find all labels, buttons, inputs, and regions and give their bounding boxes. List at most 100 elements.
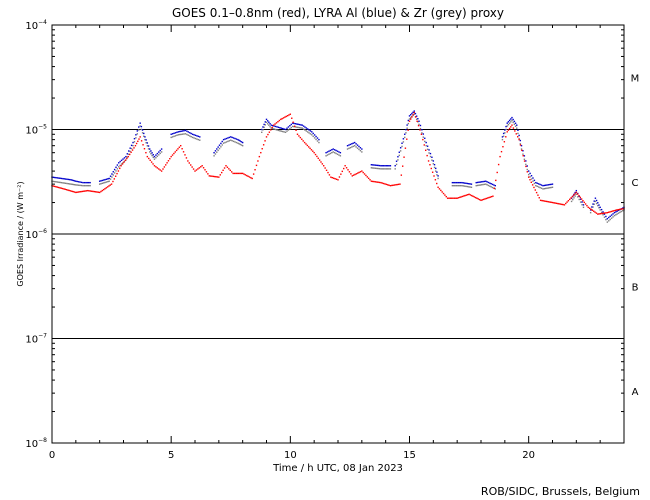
data-point <box>147 148 150 150</box>
data-point <box>506 125 508 127</box>
data-point <box>226 166 229 168</box>
data-point <box>535 184 537 187</box>
data-point <box>116 168 119 170</box>
data-point <box>602 214 604 216</box>
data-point <box>197 168 199 170</box>
data-point <box>537 186 540 188</box>
data-point <box>213 151 215 154</box>
data-point <box>269 126 271 128</box>
data-point <box>527 170 530 172</box>
data-point <box>239 143 241 146</box>
data-point <box>355 146 357 148</box>
data-point <box>518 138 520 141</box>
data-point <box>176 131 178 134</box>
data-point <box>132 144 134 147</box>
data-point <box>405 128 407 131</box>
data-point <box>511 119 513 122</box>
data-point <box>222 142 225 144</box>
data-point <box>266 120 269 122</box>
data-point <box>599 213 602 215</box>
data-point <box>359 147 362 149</box>
data-point <box>347 169 349 171</box>
data-point <box>128 150 130 152</box>
data-point <box>53 185 56 188</box>
data-point <box>346 144 349 147</box>
data-point <box>374 164 377 166</box>
data-point <box>445 195 447 198</box>
data-point <box>273 128 275 130</box>
data-point <box>365 174 367 177</box>
x-axis-label: Time / h UTC, 08 Jan 2023 <box>272 463 403 474</box>
data-point <box>408 120 411 122</box>
data-point <box>331 149 333 151</box>
data-point <box>478 184 480 186</box>
data-point <box>411 116 413 118</box>
data-point <box>544 184 547 186</box>
data-point <box>589 211 592 214</box>
y-tick-exponent: −7 <box>38 333 47 340</box>
data-point <box>274 123 276 125</box>
data-point <box>71 179 73 181</box>
data-point <box>373 180 375 183</box>
data-point <box>397 183 400 186</box>
data-point <box>408 118 411 120</box>
data-point <box>149 151 151 153</box>
data-point <box>208 175 210 177</box>
data-point <box>382 165 385 167</box>
data-point <box>504 132 506 134</box>
data-point <box>300 127 302 129</box>
data-point <box>376 181 378 183</box>
data-point <box>608 220 610 222</box>
data-point <box>343 167 345 170</box>
data-point <box>325 155 327 157</box>
data-point <box>620 208 622 210</box>
data-point <box>79 184 81 187</box>
data-point <box>454 181 456 184</box>
data-point <box>506 131 508 133</box>
data-point <box>133 147 135 149</box>
data-point <box>106 186 109 188</box>
data-point <box>348 171 351 173</box>
data-point <box>299 136 302 139</box>
data-point <box>173 132 175 134</box>
y-tick-label: 10−5 <box>25 124 47 137</box>
data-point <box>532 180 534 182</box>
x-tick-label: 20 <box>522 450 535 461</box>
data-point <box>303 141 306 144</box>
data-point <box>274 125 277 128</box>
data-point <box>488 196 490 199</box>
data-point <box>522 150 524 152</box>
data-point <box>482 180 484 183</box>
data-point <box>175 149 178 152</box>
data-point <box>389 165 392 167</box>
data-point <box>387 184 389 186</box>
data-point <box>419 129 421 131</box>
data-point <box>67 178 70 181</box>
data-point <box>425 144 427 147</box>
data-point <box>458 184 460 187</box>
data-point <box>597 213 599 215</box>
data-point <box>513 123 516 126</box>
x-tick-label: 0 <box>49 450 55 461</box>
data-point <box>483 183 486 186</box>
data-point <box>606 211 609 214</box>
data-point <box>526 171 528 173</box>
data-point <box>490 195 493 198</box>
data-point <box>283 131 285 133</box>
data-point <box>228 136 231 139</box>
data-point <box>159 149 161 152</box>
data-point <box>194 134 197 137</box>
data-point <box>453 197 456 199</box>
data-point <box>547 184 550 186</box>
data-point <box>399 147 402 149</box>
data-point <box>92 190 94 193</box>
data-point <box>314 153 317 156</box>
data-point <box>109 178 112 180</box>
data-point <box>76 180 78 183</box>
data-point <box>233 172 236 175</box>
data-point <box>473 196 476 198</box>
data-point <box>72 190 74 193</box>
data-point <box>268 121 270 123</box>
data-point <box>526 168 528 171</box>
data-point <box>354 173 356 176</box>
